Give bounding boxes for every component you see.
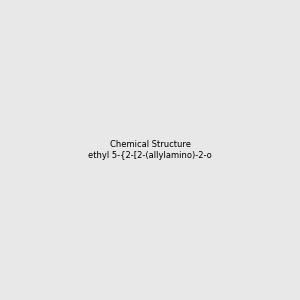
Text: Chemical Structure
ethyl 5-{2-[2-(allylamino)-2-o: Chemical Structure ethyl 5-{2-[2-(allyla… (88, 140, 212, 160)
